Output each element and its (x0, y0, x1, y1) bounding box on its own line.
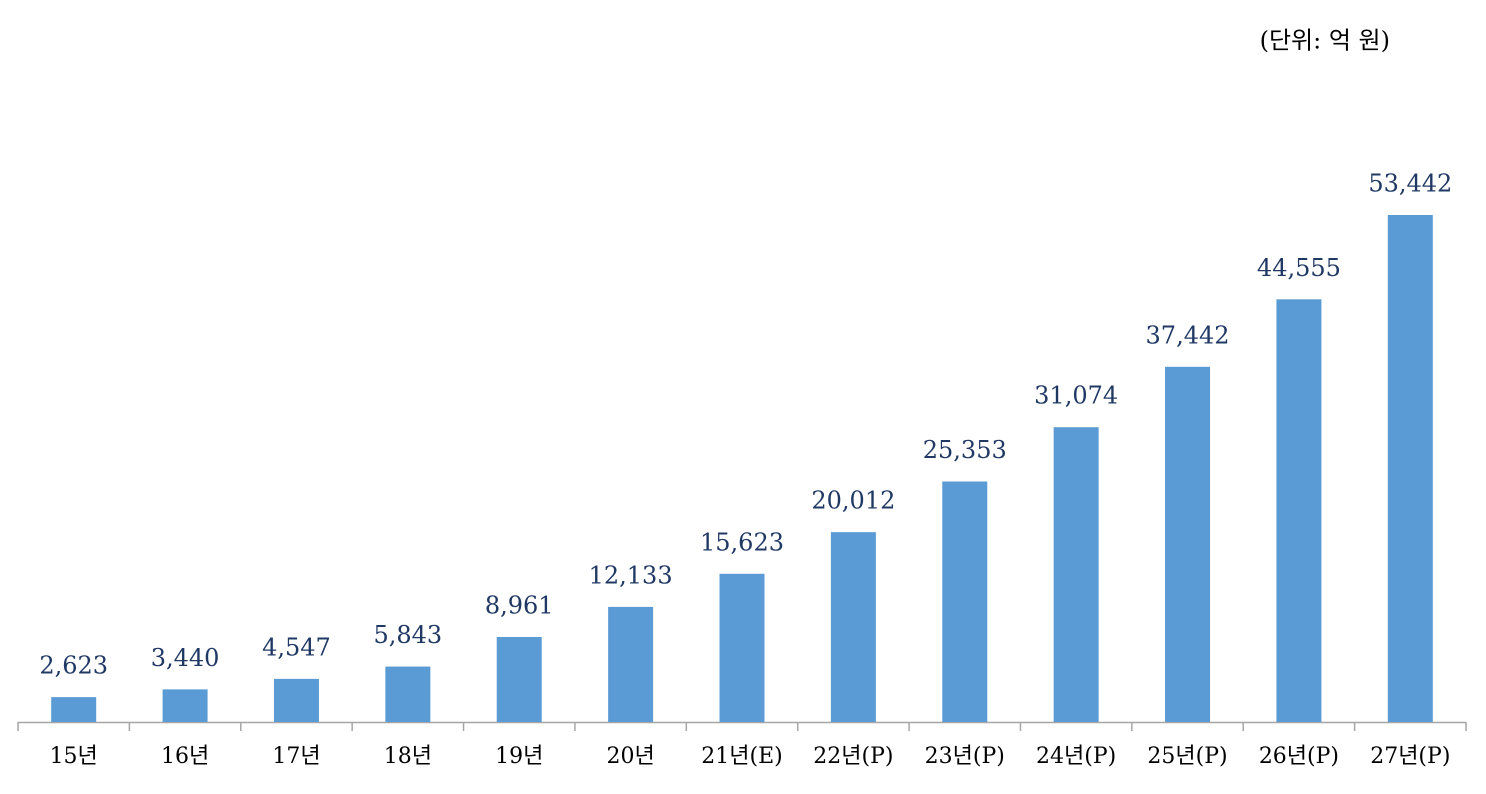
x-tick-label: 16년 (161, 744, 209, 769)
value-label: 25,353 (923, 436, 1007, 464)
x-tick-label: 18년 (384, 744, 432, 769)
bar (496, 636, 542, 722)
x-tick-label: 21년(E) (701, 744, 782, 769)
bar (1165, 366, 1211, 722)
bar (1387, 215, 1433, 722)
value-label: 31,074 (1034, 382, 1118, 410)
x-tick-label: 20년 (606, 744, 654, 769)
x-tick-label: 23년(P) (925, 744, 1005, 769)
x-tick-label: 27년(P) (1370, 744, 1450, 769)
value-label: 2,623 (39, 652, 108, 680)
bar (1276, 299, 1322, 722)
bar (162, 689, 208, 722)
bar (385, 666, 431, 722)
bar (830, 532, 876, 722)
value-label: 20,012 (811, 487, 895, 515)
bar (1053, 427, 1099, 722)
value-label: 53,442 (1368, 170, 1452, 198)
x-tick-label: 24년(P) (1036, 744, 1116, 769)
value-label: 3,440 (151, 644, 220, 672)
value-label: 12,133 (589, 561, 673, 589)
unit-note: (단위: 억 원) (1260, 27, 1390, 55)
bar (719, 573, 765, 722)
bar (273, 678, 319, 722)
value-label: 8,961 (485, 591, 554, 619)
value-label: 5,843 (373, 621, 442, 649)
value-label: 44,555 (1257, 254, 1341, 282)
x-tick-label: 26년(P) (1259, 744, 1339, 769)
x-tick-label: 22년(P) (813, 744, 893, 769)
bar (942, 481, 988, 722)
bar (608, 606, 654, 722)
value-label: 4,547 (262, 633, 331, 661)
value-label: 15,623 (700, 528, 784, 556)
x-tick-label: 19년 (495, 744, 543, 769)
x-tick-label: 25년(P) (1147, 744, 1227, 769)
x-tick-label: 17년 (272, 744, 320, 769)
value-label: 37,442 (1146, 321, 1230, 349)
x-tick-label: 15년 (50, 744, 98, 769)
bar (51, 697, 97, 722)
